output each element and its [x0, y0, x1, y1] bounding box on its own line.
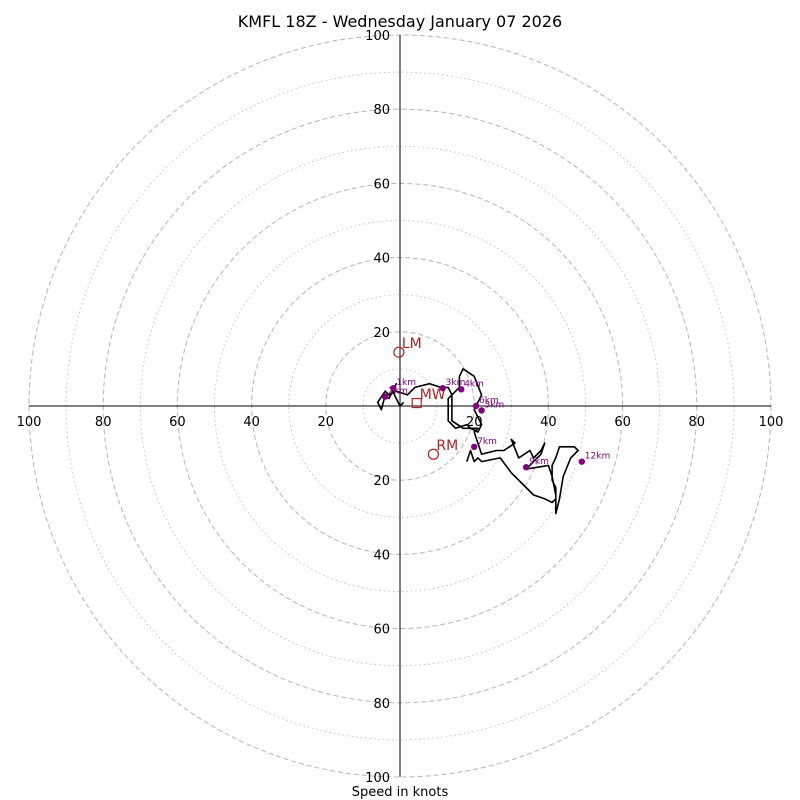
storm-motion-label: RM [436, 438, 458, 454]
y-tick-label-top: 40 [373, 252, 390, 267]
storm-motions: LM RM MW [393, 336, 458, 460]
y-tick-label-bottom: 40 [373, 548, 390, 563]
storm-motion-marker [427, 448, 439, 460]
height-marker-dot [471, 443, 478, 451]
height-marker-label: 4km [464, 379, 484, 389]
y-tick-label-top: 20 [373, 326, 390, 341]
hodograph-trace-line [376, 368, 579, 515]
y-tick-label-top: 80 [373, 103, 390, 118]
x-tick-label-right: 40 [540, 415, 557, 430]
x-tick-label-left: 40 [243, 415, 260, 430]
height-marker-label: 6km [479, 396, 499, 406]
storm-motion-label: MW [420, 387, 446, 403]
mean-wind-marker [411, 397, 422, 409]
height-marker-label: 9km [529, 457, 549, 467]
chart-title: KMFL 18Z - Wednesday January 07 2026 [238, 12, 562, 31]
height-marker-label: 3km [446, 378, 466, 388]
height-marker-label: 1km [396, 378, 416, 388]
height-marker-dot [390, 384, 397, 392]
height-marker-dot [439, 384, 446, 392]
height-marker-dot [578, 458, 585, 465]
y-tick-label-bottom: 80 [373, 697, 390, 712]
storm-motion-label: LM [402, 336, 422, 352]
height-marker-dot [381, 393, 389, 400]
x-tick-label-right: 60 [614, 415, 631, 430]
y-tick-label-top: 60 [373, 177, 390, 192]
x-tick-label-right: 80 [689, 415, 706, 430]
y-tick-label-top: 100 [365, 29, 390, 44]
tick-labels: 2020202040404040606060608080808010010010… [17, 29, 784, 786]
height-marker-dot [478, 407, 485, 414]
height-marker-label: 2km [388, 387, 408, 397]
height-marker-dot [472, 402, 480, 410]
y-tick-label-bottom: 20 [373, 474, 390, 489]
x-tick-label-left: 80 [95, 415, 112, 430]
x-tick-label-left: 20 [318, 415, 335, 430]
height-marker-dot [522, 464, 530, 471]
y-tick-label-bottom: 100 [365, 771, 390, 786]
height-marker-label: 5km [485, 400, 505, 410]
height-marker-label: 7km [477, 437, 497, 447]
x-tick-label-right: 100 [759, 415, 784, 430]
y-tick-label-bottom: 60 [373, 623, 390, 638]
x-axis-label: Speed in knots [352, 785, 449, 800]
x-tick-label-left: 60 [169, 415, 186, 430]
wind-trace [376, 368, 579, 515]
height-marker-label: 12km [585, 452, 610, 462]
storm-motion-marker [393, 346, 405, 358]
x-tick-label-left: 100 [17, 415, 42, 430]
height-marker-dot [458, 386, 465, 393]
